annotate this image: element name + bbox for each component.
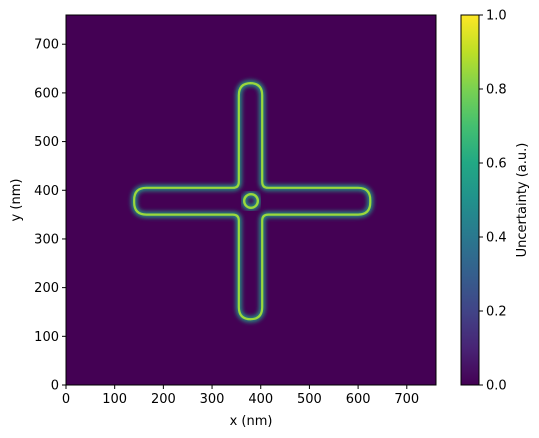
colorbar-tick-label: 1.0 (486, 9, 507, 24)
y-tick-label: 600 (34, 86, 59, 101)
x-tick-label: 300 (200, 392, 225, 407)
y-tick-label: 0 (51, 379, 59, 394)
y-axis: 0 100 200 300 400 500 600 700 (34, 38, 66, 394)
x-axis-label: x (nm) (230, 414, 273, 429)
colorbar-tick-label: 0.2 (486, 305, 507, 320)
y-tick-label: 200 (34, 281, 59, 296)
colorbar-gradient (460, 14, 480, 386)
colorbar-tick-label: 0.8 (486, 83, 507, 98)
y-tick-label: 500 (34, 135, 59, 150)
x-tick-label: 0 (62, 392, 70, 407)
x-tick-label: 200 (151, 392, 176, 407)
colorbar-label: Uncertainty (a.u.) (515, 143, 530, 258)
heatmap-plot-area (65, 14, 437, 386)
x-tick-label: 500 (297, 392, 322, 407)
plot-frame (65, 14, 437, 386)
colorbar-tick-label: 0.6 (486, 157, 507, 172)
colorbar-tick-label: 0.4 (486, 231, 507, 246)
x-axis: 0 100 200 300 400 500 600 700 (62, 385, 419, 407)
colorbar: 0.0 0.2 0.4 0.6 0.8 1.0 Uncertainty (a.u.) (460, 9, 530, 394)
y-tick-label: 400 (34, 184, 59, 199)
heatmap-background (66, 15, 436, 385)
x-tick-label: 600 (346, 392, 371, 407)
y-axis-label: y (nm) (9, 179, 24, 222)
colorbar-tick-label: 0.0 (486, 379, 507, 394)
x-tick-label: 100 (102, 392, 127, 407)
x-tick-label: 400 (248, 392, 273, 407)
x-tick-label: 700 (394, 392, 419, 407)
y-tick-label: 100 (34, 330, 59, 345)
cross-outline (133, 82, 372, 321)
y-tick-label: 300 (34, 232, 59, 247)
y-tick-label: 700 (34, 38, 59, 53)
center-ring (242, 192, 260, 209)
